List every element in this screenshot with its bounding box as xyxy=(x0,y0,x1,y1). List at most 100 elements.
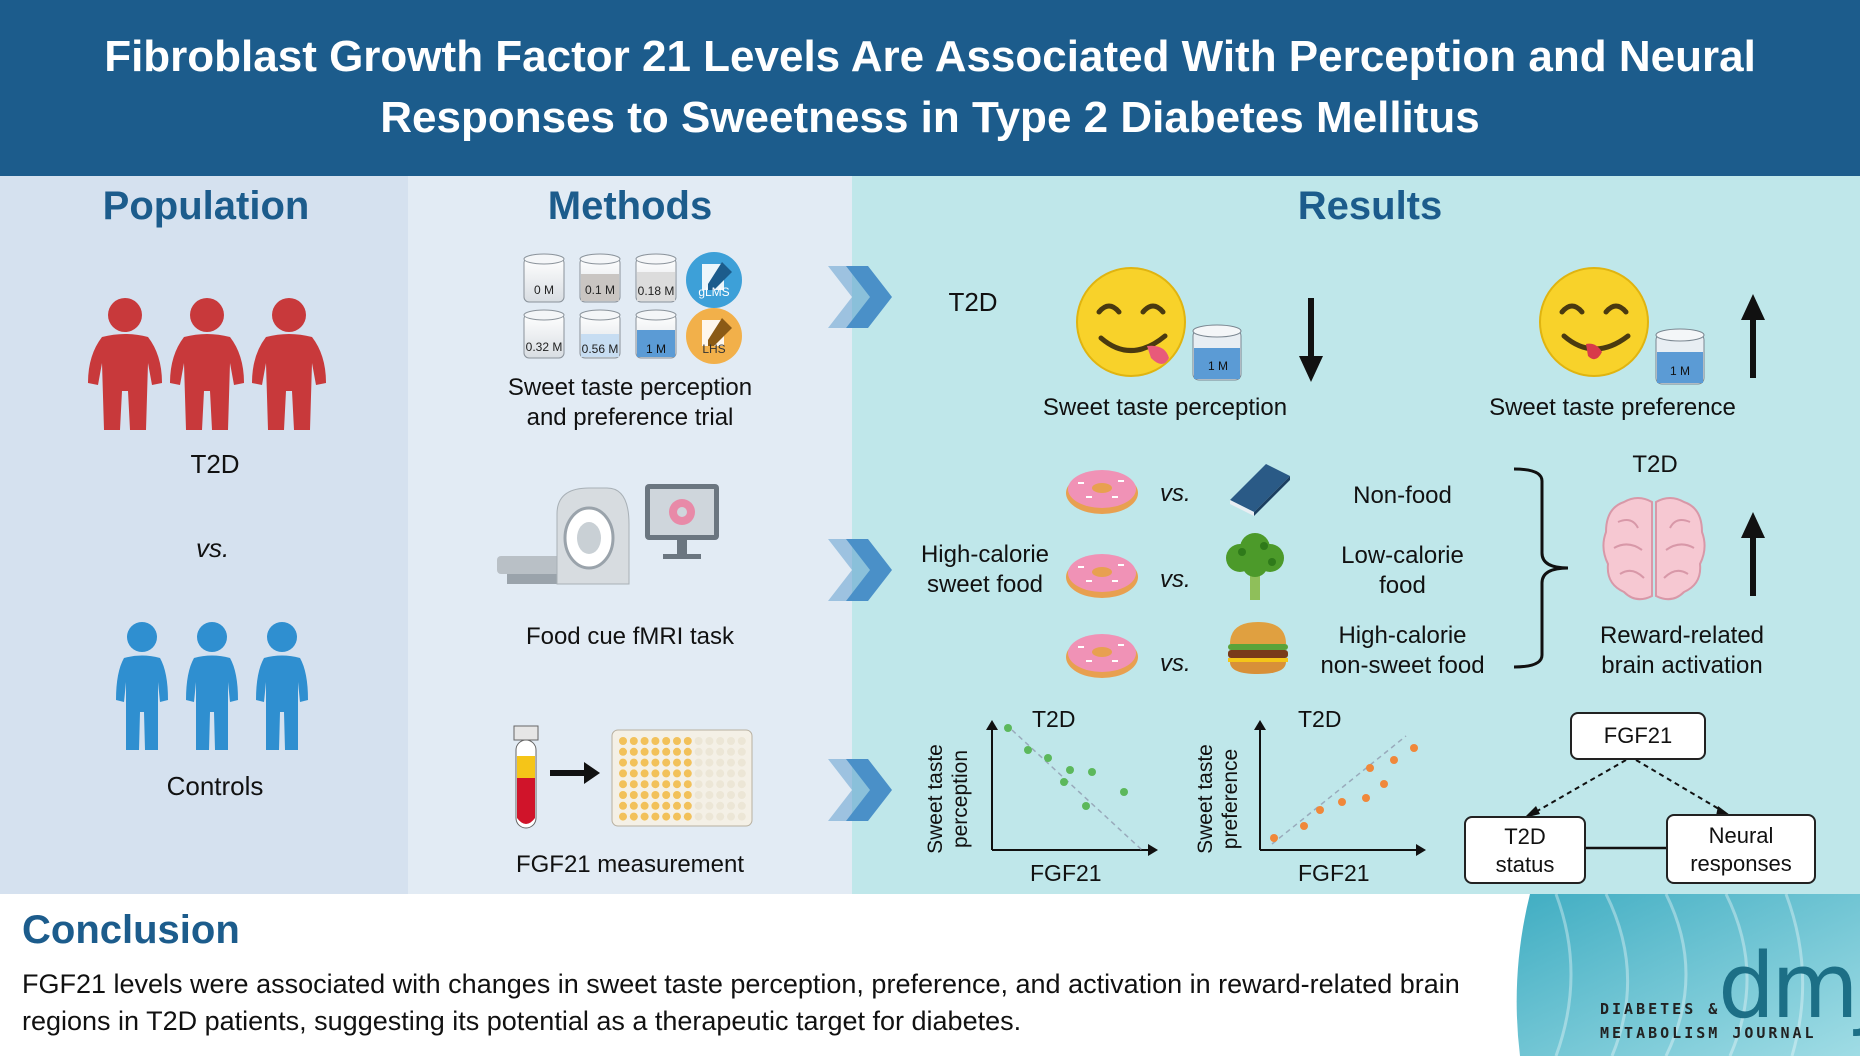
glms-badge-label: gLMS xyxy=(698,285,730,299)
well-dot xyxy=(629,780,638,789)
plot1-scatter xyxy=(986,720,1158,856)
control-person-icon xyxy=(116,622,168,750)
mediation-right-line2: responses xyxy=(1690,851,1792,876)
scatter-point xyxy=(1366,764,1374,772)
well-dot xyxy=(716,737,725,745)
well-dot xyxy=(673,791,681,799)
well-dot xyxy=(737,747,746,756)
cup-label: 0.56 M xyxy=(581,342,619,356)
well-dot xyxy=(619,812,627,821)
cup-icon xyxy=(1192,324,1242,381)
cup-icon xyxy=(579,309,621,359)
well-dot xyxy=(694,737,703,745)
arrow-right-icon xyxy=(550,762,600,784)
well-dot xyxy=(640,812,649,821)
scatter-point xyxy=(1390,756,1398,764)
outcome-label-line1: Reward-related xyxy=(1599,622,1765,649)
scatter-point xyxy=(1338,798,1346,806)
scatter-point xyxy=(1088,768,1096,776)
well-dot xyxy=(737,801,746,810)
well-dot xyxy=(683,758,692,767)
broccoli-icon xyxy=(1226,533,1284,600)
scatter-point xyxy=(1380,780,1388,788)
plot1-ylabel-line1: Sweet taste xyxy=(924,744,947,854)
well-dot xyxy=(727,769,735,778)
mediation-t2d-box: T2D status xyxy=(1464,816,1586,884)
cup-icon xyxy=(523,253,565,303)
well-dot xyxy=(640,791,649,799)
scatter-point xyxy=(1316,806,1324,814)
well-dot xyxy=(737,812,746,821)
bracket-icon xyxy=(1513,467,1569,669)
population-vs: vs. xyxy=(196,533,230,563)
scatter-point xyxy=(1300,822,1308,830)
trial-label-line2: and preference trial xyxy=(526,404,734,431)
journal-name-line2: METABOLISM JOURNAL xyxy=(1600,1024,1817,1042)
fgf21-label: FGF21 measurement xyxy=(515,851,745,878)
fgf21-measurement-icon xyxy=(513,725,753,829)
cup-label: 0.32 M xyxy=(525,340,563,354)
population-heading: Population xyxy=(102,184,310,228)
well-dot xyxy=(737,791,746,799)
well-dot xyxy=(629,801,638,810)
scatter-point xyxy=(1004,724,1012,732)
t2d-person-icon xyxy=(88,298,162,430)
mediation-left-line1: T2D xyxy=(1504,824,1546,849)
cup-icon xyxy=(635,253,677,303)
comparison-label-line2: non-sweet food xyxy=(1320,652,1485,679)
well-dot xyxy=(673,758,681,767)
well-dot xyxy=(673,801,681,810)
well-dot xyxy=(694,758,703,767)
journal-name-line1: DIABETES & xyxy=(1600,1000,1721,1018)
well-dot xyxy=(683,801,692,810)
chevron-icon xyxy=(828,266,892,328)
well-dot xyxy=(705,780,714,789)
well-dot xyxy=(737,769,746,778)
scatter-point xyxy=(1410,744,1418,752)
arrow-up-icon xyxy=(1741,512,1765,596)
well-dot xyxy=(716,758,725,767)
mediation-fgf21-label: FGF21 xyxy=(1603,723,1673,748)
outcome-label-line2: brain activation xyxy=(1601,652,1763,679)
well-dot xyxy=(727,812,735,821)
well-dot xyxy=(651,791,660,799)
well-dot xyxy=(640,758,649,767)
scatter-point xyxy=(1120,788,1128,796)
well-dot xyxy=(619,737,627,745)
well-dot xyxy=(619,769,627,778)
hamburger-icon xyxy=(1228,622,1288,674)
well-dot xyxy=(683,780,692,789)
well-dot xyxy=(619,801,627,810)
methods-heading: Methods xyxy=(547,184,713,228)
t2d-people-icon xyxy=(88,298,326,430)
glms-scale-icon xyxy=(686,252,742,308)
cup-icon xyxy=(1655,328,1705,385)
plot1-title: T2D xyxy=(1032,706,1076,732)
well-dot xyxy=(662,780,671,789)
sucrose-cups-icon xyxy=(523,252,742,364)
t2d-person-icon xyxy=(252,298,326,430)
trial-label: Sweet taste perception and preference tr… xyxy=(430,373,830,433)
well-dot xyxy=(662,812,671,821)
journal-logo-letters: dmj xyxy=(1718,934,1860,1039)
donut-icon xyxy=(1066,554,1138,598)
arrow-down-icon xyxy=(1299,298,1323,382)
well-dot xyxy=(640,737,649,745)
well-dot xyxy=(629,747,638,756)
plot1-xlabel: FGF21 xyxy=(1030,860,1102,886)
scatter-point xyxy=(1362,794,1370,802)
t2d-person-icon xyxy=(170,298,244,430)
left-label-line1: High-calorie xyxy=(920,541,1050,568)
well-dot xyxy=(683,737,692,745)
plot2-ylabel: Sweet taste preference xyxy=(1190,724,1242,854)
well-dot xyxy=(737,737,746,745)
well-dot xyxy=(694,812,703,821)
row2-vs: vs. xyxy=(1160,566,1191,593)
well-dot xyxy=(619,780,627,789)
donut-icon xyxy=(1066,470,1138,514)
well-dot xyxy=(694,801,703,810)
well-dot xyxy=(737,758,746,767)
well-dot xyxy=(640,747,649,756)
well-dot xyxy=(705,769,714,778)
t2d-group-label: T2D xyxy=(190,449,240,479)
